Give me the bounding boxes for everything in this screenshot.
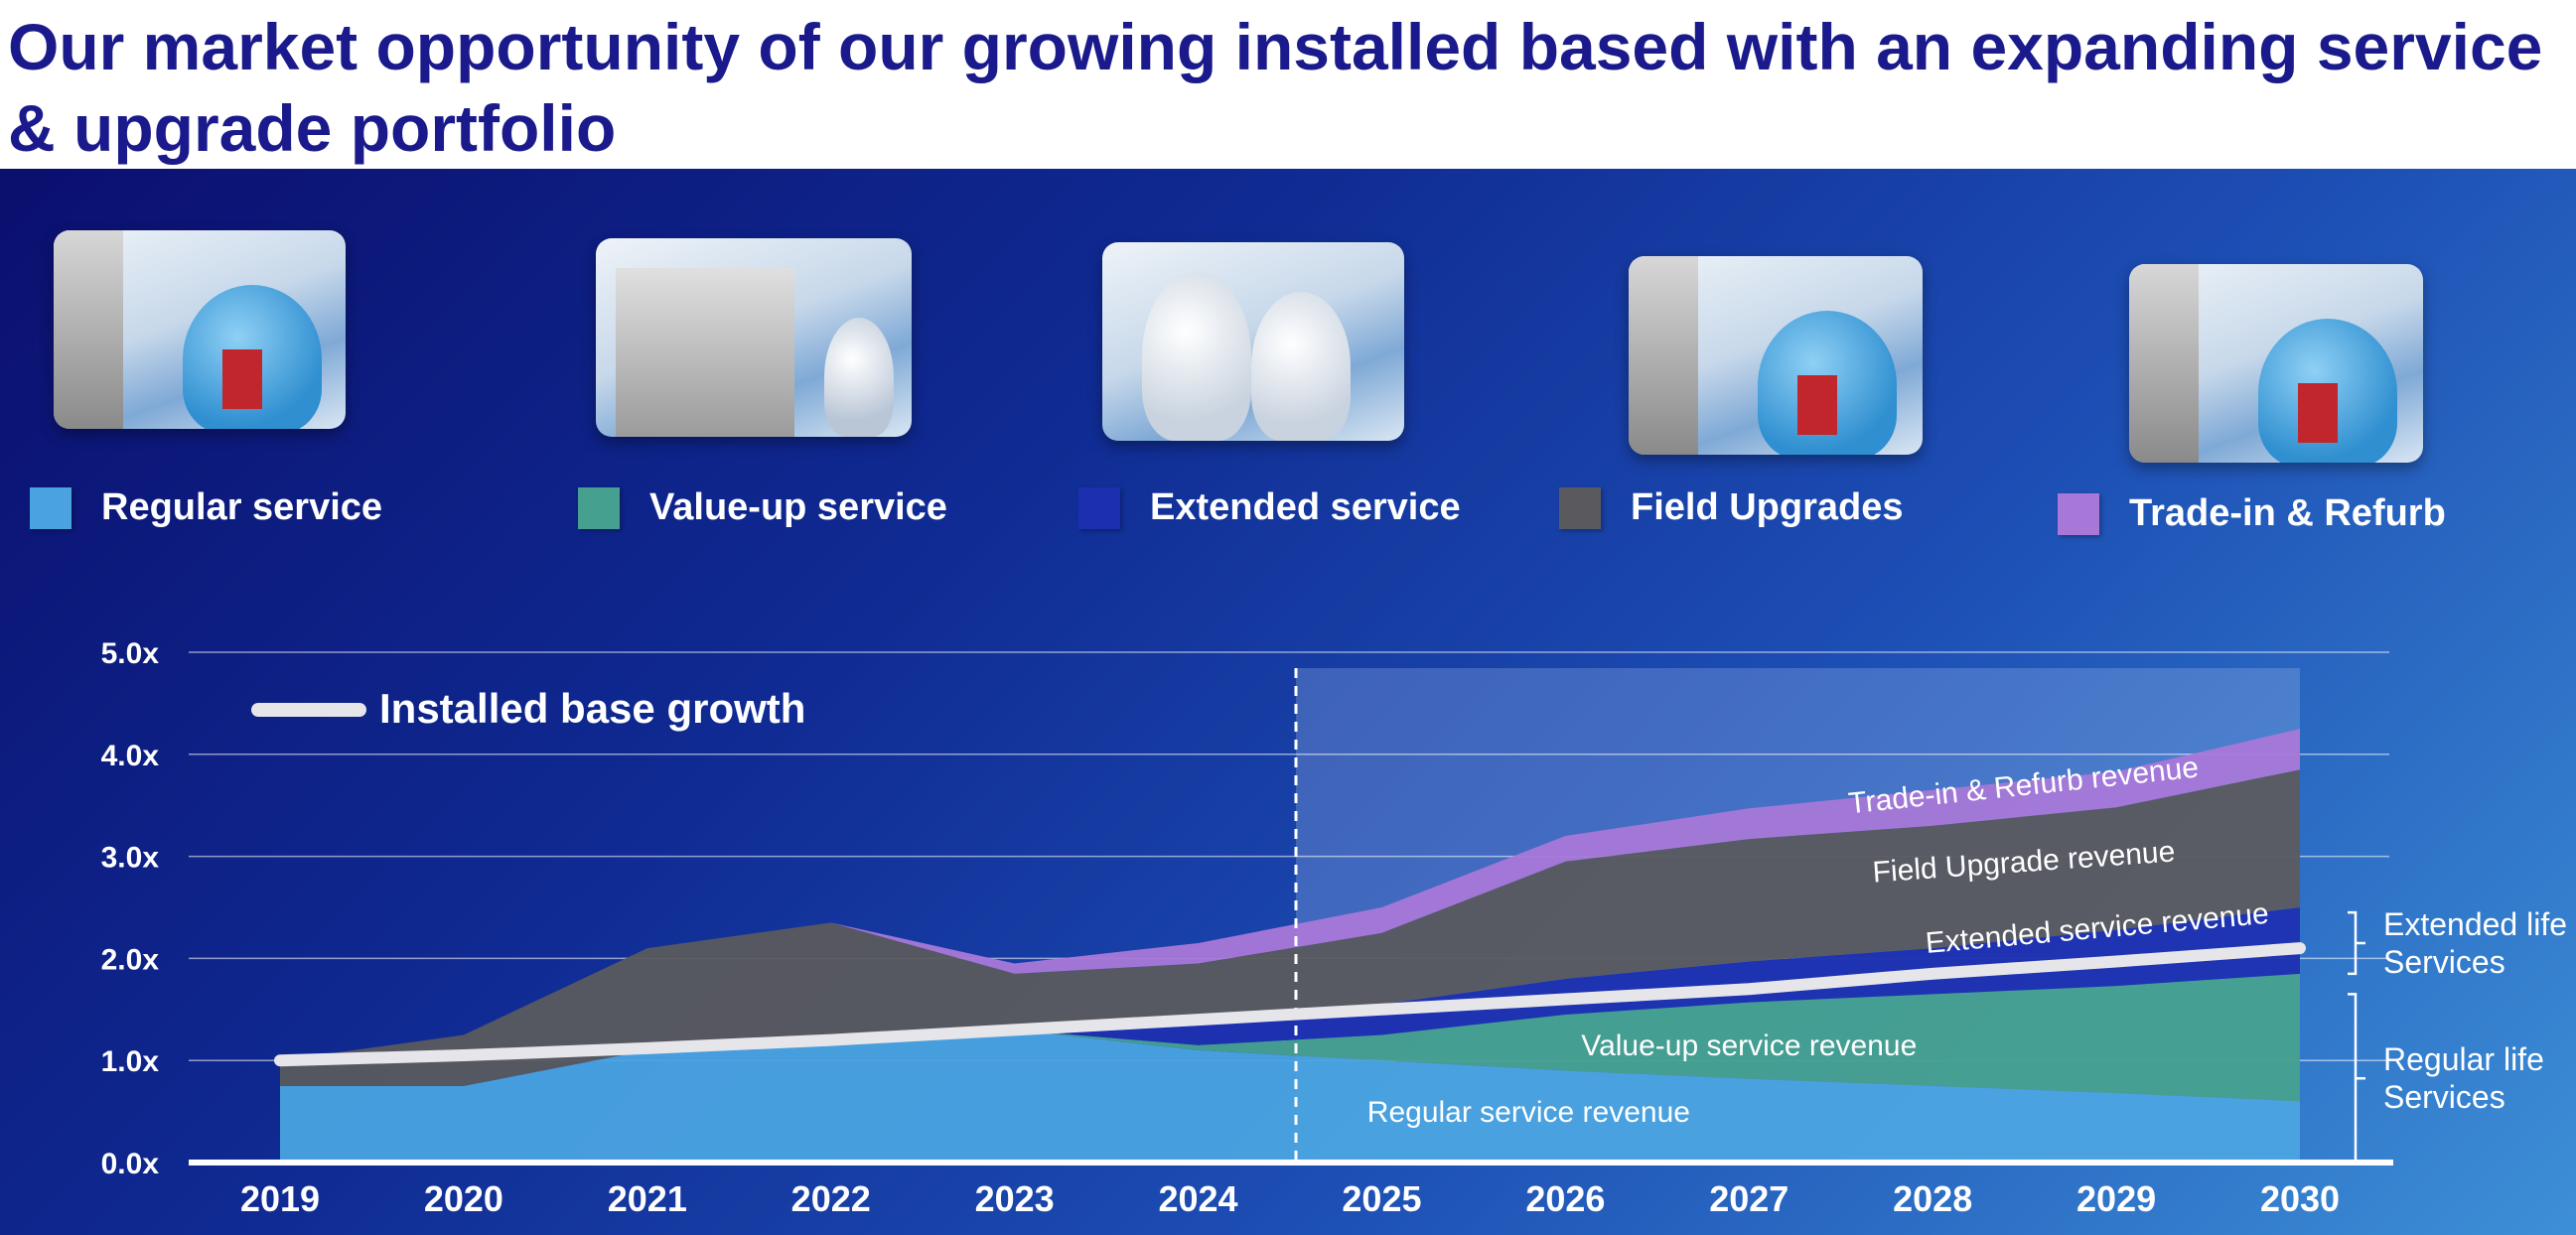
x-tick-label: 2027 — [1709, 1178, 1789, 1219]
legend-swatch — [578, 486, 620, 529]
y-tick-label: 5.0x — [101, 637, 160, 670]
x-tick-label: 2024 — [1158, 1178, 1237, 1219]
installed-base-legend-label: Installed base growth — [379, 685, 805, 732]
y-tick-label: 0.0x — [101, 1148, 160, 1180]
x-tick-label: 2026 — [1525, 1178, 1605, 1219]
page-title: Our market opportunity of our growing in… — [8, 10, 2543, 165]
x-tick-label: 2020 — [424, 1178, 503, 1219]
area-series-3 — [280, 769, 2300, 1086]
legend-item-extended-service: Extended service — [1078, 486, 1461, 529]
legend-swatch — [30, 486, 72, 529]
legend-label: Trade-in & Refurb — [2129, 492, 2446, 534]
x-tick-label: 2023 — [975, 1178, 1055, 1219]
bracket-label: Regular life — [2383, 1041, 2544, 1077]
legend-item-trade-in-refurb: Trade-in & Refurb — [2058, 492, 2446, 535]
legend-label: Field Upgrades — [1631, 486, 1904, 528]
y-tick-label: 2.0x — [101, 943, 160, 976]
legend-label: Regular service — [101, 486, 383, 528]
y-tick-label: 3.0x — [101, 842, 160, 875]
field-upgrades-photo — [1629, 256, 1923, 455]
bracket-label: Services — [2383, 944, 2505, 980]
legend-item-value-up-service: Value-up service — [578, 486, 947, 529]
regular-service-photo — [54, 230, 346, 429]
x-tick-label: 2022 — [791, 1178, 871, 1219]
y-tick-label: 1.0x — [101, 1045, 160, 1078]
legend-swatch — [1559, 486, 1601, 529]
stacked-area-chart: 0.0x 1.0x 2.0x 3.0x 4.0x 5.0x Installed base g… — [101, 637, 2567, 1219]
legend-label: Extended service — [1150, 486, 1461, 528]
x-tick-label: 2025 — [1342, 1178, 1421, 1219]
legend-label: Value-up service — [649, 486, 947, 528]
value-up-service-photo — [596, 238, 912, 437]
area-series-0 — [280, 1029, 2300, 1163]
area-series-4 — [280, 729, 2300, 1061]
trade-in-refurb-photo — [2129, 264, 2423, 463]
bracket-label: Services — [2383, 1079, 2505, 1115]
y-tick-label: 4.0x — [101, 740, 160, 772]
extended-service-photo — [1102, 242, 1404, 441]
installed-base-line — [274, 942, 2306, 1067]
legend-item-field-upgrades: Field Upgrades — [1559, 486, 1904, 529]
x-tick-label: 2021 — [608, 1178, 687, 1219]
x-tick-label: 2029 — [2076, 1178, 2156, 1219]
legend-swatch — [1078, 486, 1120, 529]
legend-swatch — [2058, 492, 2099, 535]
bracket — [2348, 993, 2365, 1165]
area-label: Regular service revenue — [1367, 1096, 1690, 1129]
bracket — [2348, 910, 2365, 976]
area-series-1 — [280, 973, 2300, 1102]
x-tick-label: 2019 — [240, 1178, 320, 1219]
bracket-label: Extended life — [2383, 906, 2567, 942]
legend-item-regular-service: Regular service — [30, 486, 382, 529]
area-label: Value-up service revenue — [1581, 1029, 1917, 1062]
chart-panel: Regular service Value-up service Extende… — [0, 169, 2576, 1235]
x-tick-label: 2030 — [2260, 1178, 2340, 1219]
x-tick-label: 2028 — [1893, 1178, 1972, 1219]
